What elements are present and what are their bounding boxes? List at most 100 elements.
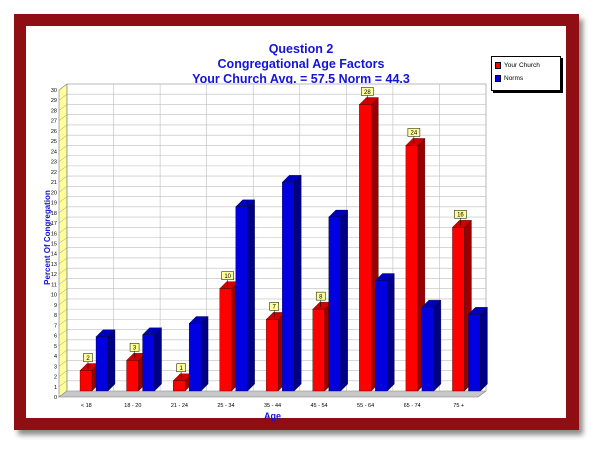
data-label: 24 bbox=[411, 131, 418, 137]
data-label: 1 bbox=[179, 366, 183, 372]
data-label: 3 bbox=[133, 346, 137, 352]
gridline-wall bbox=[58, 268, 68, 275]
data-label-box bbox=[221, 271, 234, 280]
gridline-wall bbox=[58, 278, 68, 285]
y-tick-label: 28 bbox=[51, 108, 57, 114]
gridline-wall bbox=[58, 308, 68, 316]
bar bbox=[142, 334, 155, 392]
legend-item-norms: Norms bbox=[495, 73, 560, 83]
y-tick-label: 11 bbox=[51, 282, 57, 288]
bar bbox=[282, 182, 295, 392]
y-tick-label: 5 bbox=[54, 344, 57, 350]
bar bbox=[312, 308, 325, 392]
bar-side bbox=[294, 174, 302, 392]
y-tick-label: 2 bbox=[54, 375, 57, 381]
y-tick-label: 10 bbox=[51, 293, 57, 299]
chart-legend: Your Church Norms bbox=[491, 56, 561, 91]
gridline-wall bbox=[58, 298, 68, 306]
gridline-wall bbox=[58, 114, 68, 121]
data-label: 2 bbox=[86, 356, 90, 362]
data-label: 28 bbox=[364, 90, 371, 96]
bar bbox=[172, 380, 186, 392]
y-tick-label: 3 bbox=[54, 364, 57, 370]
y-tick-label: 1 bbox=[54, 385, 57, 391]
chart-title: Question 2 Congregational Age Factors Yo… bbox=[40, 42, 562, 87]
y-tick-label: 15 bbox=[51, 242, 57, 248]
y-tick-label: 27 bbox=[51, 119, 57, 125]
y-tick-label: 23 bbox=[51, 160, 57, 166]
gridline-wall bbox=[58, 349, 68, 357]
y-tick-label: 14 bbox=[51, 252, 57, 258]
x-tick-label: 21 - 24 bbox=[171, 403, 188, 409]
data-label: 7 bbox=[273, 305, 277, 311]
legend-item-your-church: Your Church bbox=[495, 60, 560, 70]
bar-side bbox=[247, 199, 255, 392]
gridline-wall bbox=[58, 216, 68, 224]
y-tick-label: 21 bbox=[51, 180, 57, 186]
title-line-1: Question 2 bbox=[268, 42, 334, 56]
bar-side bbox=[480, 306, 488, 392]
gridline-wall bbox=[58, 155, 68, 162]
bar bbox=[405, 145, 419, 392]
gridline-wall bbox=[58, 288, 68, 295]
floor bbox=[58, 390, 487, 398]
bar bbox=[421, 306, 435, 392]
y-tick-label: 29 bbox=[51, 98, 57, 104]
y-tick-label: 16 bbox=[51, 231, 57, 237]
legend-swatch-your-church bbox=[495, 61, 501, 69]
y-tick-label: 8 bbox=[54, 313, 57, 319]
gridline-wall bbox=[58, 390, 68, 398]
bar bbox=[452, 227, 465, 392]
bar bbox=[468, 314, 481, 392]
y-tick-label: 22 bbox=[51, 170, 57, 176]
data-label-box bbox=[176, 363, 186, 373]
data-label: 8 bbox=[319, 294, 323, 300]
gridline-wall bbox=[58, 124, 68, 132]
y-tick-label: 25 bbox=[51, 139, 57, 145]
gridline-wall bbox=[58, 145, 68, 152]
gridline-wall bbox=[58, 329, 68, 336]
data-label: 10 bbox=[224, 274, 231, 280]
x-axis-title: Age bbox=[264, 411, 281, 421]
y-tick-label: 20 bbox=[51, 190, 57, 196]
y-tick-label: 9 bbox=[54, 303, 57, 309]
data-label-box bbox=[361, 87, 374, 96]
x-tick-label: 35 - 44 bbox=[264, 403, 281, 409]
data-label-box bbox=[316, 291, 326, 301]
x-tick-label: 65 - 74 bbox=[404, 403, 421, 409]
y-tick-label: 7 bbox=[54, 323, 57, 329]
data-label-box bbox=[407, 128, 421, 137]
bar bbox=[235, 206, 248, 392]
y-tick-label: 18 bbox=[51, 211, 57, 217]
gridline-wall bbox=[58, 165, 68, 173]
bar bbox=[359, 104, 372, 392]
x-tick-label: 45 - 54 bbox=[310, 403, 327, 409]
gridline-wall bbox=[58, 186, 68, 193]
bar bbox=[188, 323, 202, 392]
y-tick-label: 4 bbox=[54, 354, 57, 360]
gridline-wall bbox=[58, 206, 68, 214]
y-tick-label: 17 bbox=[51, 221, 57, 227]
y-tick-label: 13 bbox=[51, 262, 57, 268]
gridline-wall bbox=[58, 94, 68, 101]
legend-swatch-norms bbox=[495, 74, 501, 82]
gridline-wall bbox=[58, 196, 68, 203]
bar-side bbox=[107, 329, 116, 392]
bar bbox=[126, 360, 139, 392]
data-label-box bbox=[83, 353, 93, 362]
bar bbox=[328, 216, 341, 392]
x-tick-label: 75 + bbox=[453, 403, 464, 409]
bar bbox=[219, 288, 232, 392]
x-tick-label: < 18 bbox=[81, 403, 92, 409]
gridline-wall bbox=[58, 227, 68, 234]
data-label-box bbox=[269, 302, 279, 311]
title-line-2: Congregational Age Factors bbox=[217, 57, 385, 71]
gridline-wall bbox=[58, 370, 68, 377]
gridline-wall bbox=[58, 134, 68, 142]
bar-side bbox=[340, 209, 348, 392]
y-axis-title: Percent Of Congregation bbox=[43, 190, 52, 285]
data-label-box bbox=[454, 210, 467, 219]
bar-side bbox=[433, 299, 442, 392]
gridline-wall bbox=[58, 247, 68, 254]
